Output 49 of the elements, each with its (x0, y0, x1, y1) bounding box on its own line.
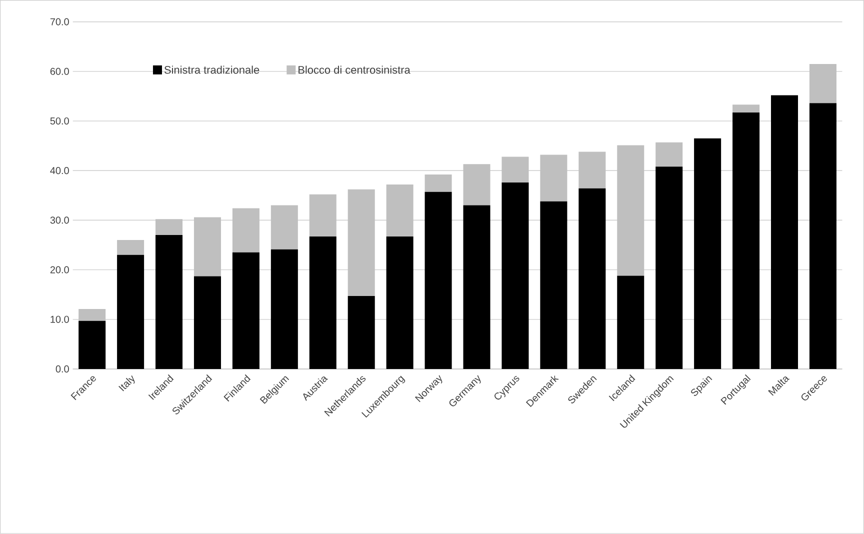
bar (617, 276, 644, 370)
bar (656, 166, 683, 370)
bar (770, 95, 798, 370)
bar (502, 156, 529, 183)
x-tick-label: Italy (118, 375, 135, 392)
bar (540, 154, 568, 202)
bar (270, 250, 298, 370)
bar (386, 236, 414, 370)
bar (732, 112, 760, 370)
y-tick-label: 60.0 (50, 68, 69, 75)
bar (232, 252, 260, 370)
bar (809, 64, 836, 104)
bar (156, 219, 183, 236)
bar (732, 104, 760, 113)
bar (617, 145, 644, 276)
bar (386, 184, 414, 237)
y-tick-label: 50.0 (50, 118, 69, 125)
bar (578, 152, 606, 189)
bar (424, 192, 452, 370)
bar (270, 205, 298, 250)
bar (232, 208, 260, 252)
bar (78, 320, 106, 370)
legend-label: Blocco di centrosinistra (298, 66, 410, 74)
y-tick-label: 40.0 (50, 167, 69, 174)
bar (117, 240, 144, 255)
bar (424, 174, 452, 192)
bar (809, 103, 836, 370)
bar (578, 188, 606, 370)
y-tick-label: 70.0 (50, 18, 69, 26)
bar (463, 205, 490, 370)
y-tick-label: 20.0 (50, 266, 69, 274)
legend-label: Sinistra tradizionale (164, 66, 260, 74)
bar (117, 254, 144, 370)
y-tick-label: 10.0 (50, 316, 69, 323)
bar (309, 236, 336, 370)
bar (194, 276, 221, 370)
bar (540, 201, 568, 370)
bar (348, 296, 375, 370)
y-tick-label: 0.0 (56, 366, 69, 373)
bar (502, 182, 529, 370)
bar (309, 194, 336, 237)
bar (656, 142, 683, 167)
bar (694, 138, 722, 370)
bar (463, 164, 490, 206)
bar (78, 309, 106, 321)
y-tick-label: 30.0 (50, 216, 69, 224)
bar (348, 190, 375, 296)
bar (194, 217, 221, 276)
bar (156, 235, 183, 370)
